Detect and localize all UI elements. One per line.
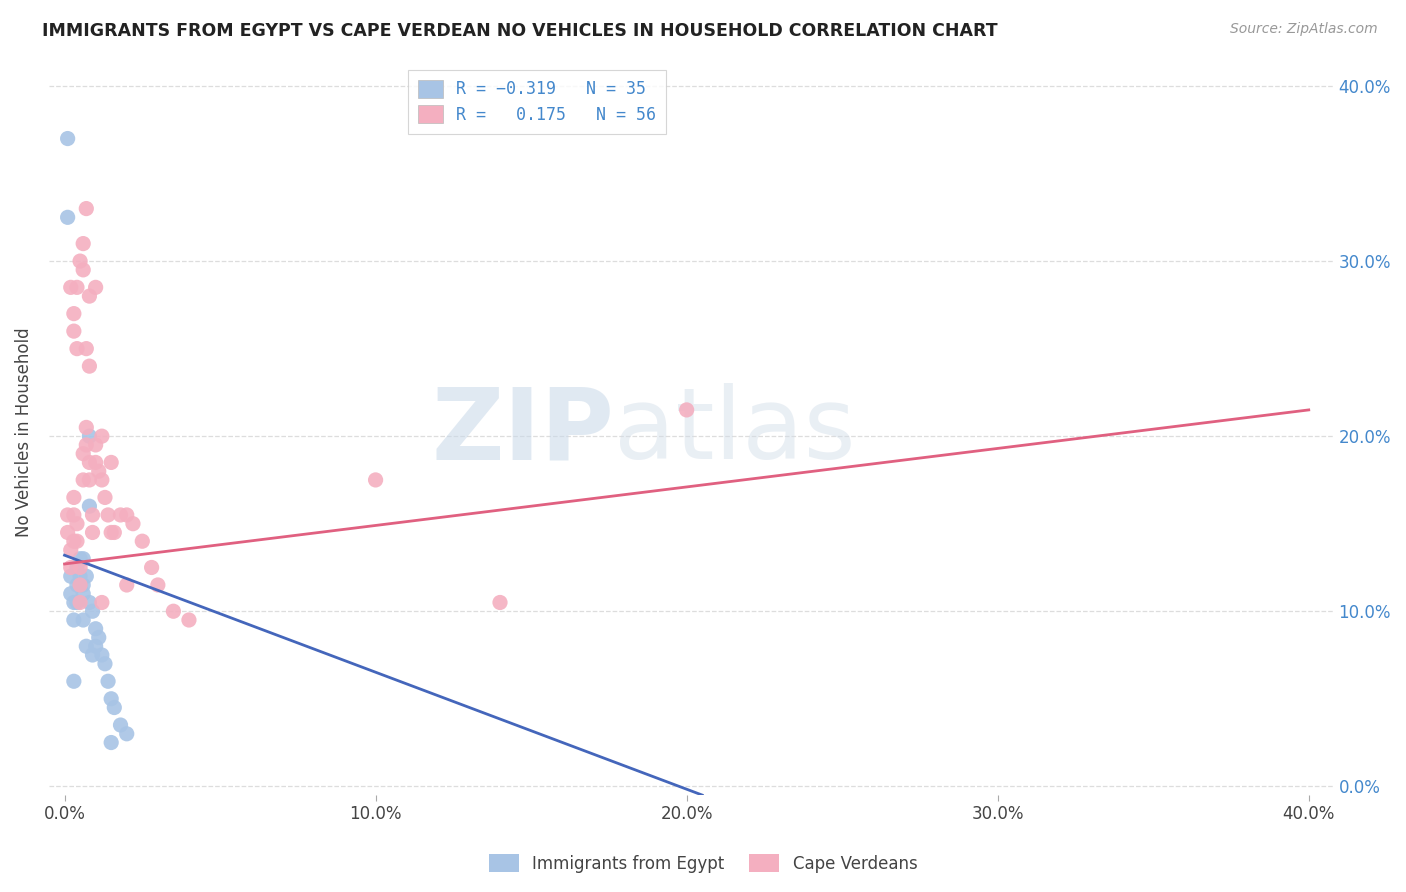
Point [59, 560, 82, 574]
Text: atlas: atlas [614, 384, 856, 480]
Point [69, 254, 91, 268]
Point [79, 289, 101, 303]
Point [115, 727, 138, 741]
Point [66, 595, 89, 609]
Point [90, 473, 112, 487]
Point [103, 525, 125, 540]
Point [79, 359, 101, 373]
Point [69, 551, 91, 566]
Point [82, 604, 104, 618]
Point [63, 491, 86, 505]
Point [72, 263, 94, 277]
Point [69, 578, 91, 592]
Point [79, 429, 101, 443]
Point [79, 499, 101, 513]
Point [146, 578, 169, 592]
Point [141, 560, 163, 574]
Point [79, 455, 101, 469]
Point [69, 560, 91, 574]
Point [122, 516, 145, 531]
Text: Source: ZipAtlas.com: Source: ZipAtlas.com [1230, 22, 1378, 37]
Point [72, 447, 94, 461]
Point [56, 131, 79, 145]
Point [69, 578, 91, 592]
Point [110, 508, 132, 522]
Point [364, 473, 387, 487]
Point [66, 560, 89, 574]
Point [59, 569, 82, 583]
Point [100, 735, 122, 749]
Point [94, 491, 117, 505]
Point [103, 700, 125, 714]
Point [84, 280, 107, 294]
Point [110, 718, 132, 732]
Point [97, 508, 120, 522]
Point [72, 613, 94, 627]
Y-axis label: No Vehicles in Household: No Vehicles in Household [15, 327, 32, 537]
Point [69, 595, 91, 609]
Point [63, 595, 86, 609]
Point [162, 604, 184, 618]
Point [63, 508, 86, 522]
Point [66, 578, 89, 592]
Legend: Immigrants from Egypt, Cape Verdeans: Immigrants from Egypt, Cape Verdeans [482, 847, 924, 880]
Text: ZIP: ZIP [432, 384, 614, 480]
Point [115, 508, 138, 522]
Point [75, 569, 97, 583]
Point [75, 342, 97, 356]
Point [72, 587, 94, 601]
Point [90, 429, 112, 443]
Point [72, 551, 94, 566]
Point [115, 578, 138, 592]
Point [75, 639, 97, 653]
Point [66, 516, 89, 531]
Point [66, 280, 89, 294]
Point [75, 202, 97, 216]
Point [59, 280, 82, 294]
Point [59, 543, 82, 558]
Point [84, 639, 107, 653]
Point [79, 473, 101, 487]
Point [82, 508, 104, 522]
Point [56, 508, 79, 522]
Point [87, 464, 110, 478]
Point [56, 211, 79, 225]
Point [56, 525, 79, 540]
Point [63, 534, 86, 549]
Point [75, 420, 97, 434]
Legend: R = −0.319   N = 35, R =   0.175   N = 56: R = −0.319 N = 35, R = 0.175 N = 56 [408, 70, 666, 134]
Point [177, 613, 200, 627]
Point [84, 622, 107, 636]
Point [66, 342, 89, 356]
Point [100, 455, 122, 469]
Point [82, 525, 104, 540]
Point [84, 438, 107, 452]
Text: IMMIGRANTS FROM EGYPT VS CAPE VERDEAN NO VEHICLES IN HOUSEHOLD CORRELATION CHART: IMMIGRANTS FROM EGYPT VS CAPE VERDEAN NO… [42, 22, 998, 40]
Point [489, 595, 512, 609]
Point [63, 324, 86, 338]
Point [63, 307, 86, 321]
Point [75, 438, 97, 452]
Point [79, 595, 101, 609]
Point [131, 534, 153, 549]
Point [63, 613, 86, 627]
Point [87, 631, 110, 645]
Point [72, 578, 94, 592]
Point [63, 674, 86, 689]
Point [100, 691, 122, 706]
Point [84, 455, 107, 469]
Point [94, 657, 117, 671]
Point [72, 236, 94, 251]
Point [66, 534, 89, 549]
Point [100, 525, 122, 540]
Point [72, 473, 94, 487]
Point [90, 595, 112, 609]
Point [97, 674, 120, 689]
Point [90, 648, 112, 662]
Point [69, 569, 91, 583]
Point [82, 648, 104, 662]
Point [675, 403, 697, 417]
Point [59, 587, 82, 601]
